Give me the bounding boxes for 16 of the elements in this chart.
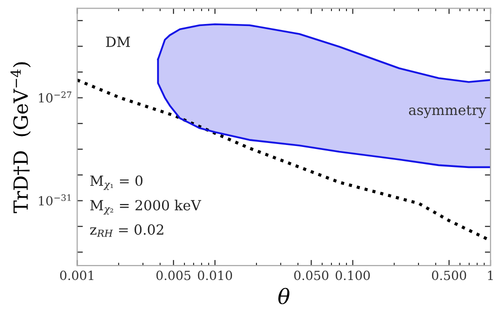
x-tick-label: 1 [488, 270, 493, 280]
annotation: M$_{χ₂}$ = 2000 keV [90, 200, 202, 215]
series-label: asymmetry [408, 106, 486, 118]
annotation: M$_{χ₁}$ = 0 [90, 175, 142, 190]
y-axis-title: TrD†D (GeV$^{−4}$) [10, 62, 31, 214]
x-tick-label: 0.050 [294, 270, 328, 280]
x-tick-label: 0.001 [60, 270, 94, 280]
text: DM [106, 36, 130, 47]
x-axis-title: θ [278, 288, 290, 304]
x-tick-label: 0.010 [198, 270, 232, 280]
x-tick-label: 0.005 [156, 270, 190, 280]
y-tick-label: 10$^{−31}$ [38, 194, 71, 206]
x-tick-label: 0.500 [432, 270, 466, 280]
x-tick-label: 0.100 [336, 270, 370, 280]
y-tick-label: 10$^{−27}$ [38, 91, 72, 103]
annotation: z$_{RH}$ = 0.02 [90, 224, 164, 237]
